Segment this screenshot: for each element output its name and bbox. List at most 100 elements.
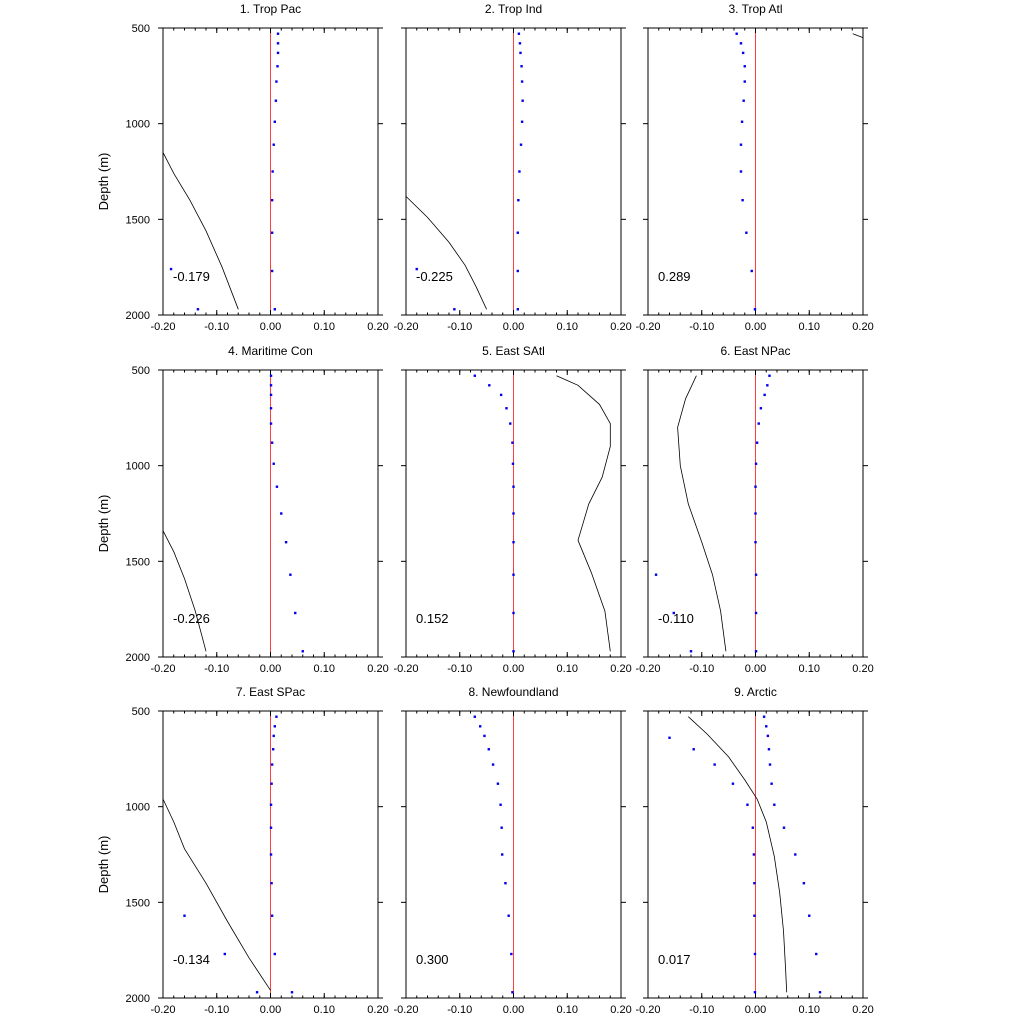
data-point (517, 32, 521, 35)
x-tick-label: -0.20 (635, 663, 660, 675)
data-point (753, 882, 756, 885)
data-point (504, 882, 507, 885)
data-point (269, 384, 273, 387)
correlation-label: 0.152 (416, 611, 449, 626)
profile-curve (852, 33, 864, 38)
x-tick-label: -0.10 (204, 321, 229, 333)
data-point (519, 51, 522, 55)
panel-title: 2. Trop Ind (485, 2, 542, 16)
y-tick-label: 1000 (126, 461, 150, 473)
y-tick-label: 1500 (126, 897, 150, 909)
data-point (453, 308, 456, 311)
x-tick-label: 0.10 (314, 663, 335, 675)
data-point (735, 32, 738, 35)
panel-8: 8. Newfoundland -0.20 -0.10 0.00 0.10 0.20 0.3… (393, 685, 631, 1016)
x-tick-label: 0.00 (745, 321, 766, 333)
data-point (753, 914, 756, 917)
data-point (473, 374, 476, 377)
data-point (289, 573, 292, 576)
data-point (517, 199, 520, 202)
data-point (762, 715, 766, 718)
data-point (741, 199, 744, 202)
y-tick-label: 500 (132, 23, 150, 35)
x-tick-label: -0.20 (393, 1004, 418, 1016)
data-point (512, 573, 515, 576)
data-point (767, 748, 771, 751)
data-point (753, 308, 757, 311)
data-point (488, 384, 491, 387)
data-point (713, 763, 716, 766)
data-point (272, 462, 275, 465)
data-point (276, 51, 280, 55)
x-tick-label: -0.20 (393, 663, 418, 675)
panel-title: 8. Newfoundland (468, 685, 558, 699)
data-point (739, 170, 743, 173)
data-point (270, 441, 274, 444)
x-tick-label: 0.20 (610, 1004, 631, 1016)
data-point (276, 32, 280, 35)
y-tick-label: 500 (132, 706, 150, 718)
x-tick-label: -0.10 (689, 321, 714, 333)
x-tick-label: -0.10 (447, 1004, 472, 1016)
data-point (520, 80, 524, 83)
correlation-label: 0.289 (658, 269, 691, 284)
data-point (273, 120, 276, 123)
data-point (273, 308, 276, 311)
x-tick-label: -0.20 (150, 321, 175, 333)
data-point (511, 462, 515, 465)
data-point (255, 991, 259, 994)
data-point (473, 715, 476, 718)
y-tick-label: 2000 (126, 310, 150, 322)
panel-title: 7. East SPac (236, 685, 305, 699)
data-point (755, 441, 759, 444)
data-point (818, 991, 822, 994)
panel-9: 9. Arctic -0.20 -0.10 0.00 0.10 0.20 0.017 (635, 685, 873, 1016)
data-point (759, 407, 763, 410)
data-point (273, 725, 276, 728)
panel-title: 4. Maritime Con (228, 344, 313, 358)
data-point (521, 99, 524, 102)
data-point (271, 748, 275, 751)
panel-1: 1. Trop Pac -0.20 -0.10 0.00 0.10 0.20 500 1000… (96, 2, 389, 333)
data-point (269, 803, 273, 806)
y-tick-label: 500 (132, 365, 150, 377)
data-point (766, 734, 770, 738)
data-point (274, 99, 278, 102)
data-point (272, 734, 275, 738)
data-point (808, 914, 811, 917)
data-point (269, 853, 273, 856)
data-point (753, 991, 757, 994)
x-tick-label: 0.20 (852, 1004, 873, 1016)
data-point (520, 65, 523, 68)
data-point (499, 803, 502, 806)
data-point (763, 393, 766, 397)
data-point (689, 650, 693, 653)
x-tick-label: -0.20 (635, 321, 660, 333)
profile-curve (405, 196, 487, 310)
data-point (496, 782, 500, 785)
data-point (501, 853, 504, 856)
x-tick-label: -0.10 (204, 663, 229, 675)
y-tick-label: 2000 (126, 993, 150, 1005)
data-point (500, 826, 503, 829)
data-point (511, 441, 514, 444)
x-tick-label: 0.00 (745, 663, 766, 675)
x-tick-label: 0.10 (799, 321, 820, 333)
data-point (520, 120, 524, 123)
data-point (269, 407, 273, 410)
panel-title: 3. Trop Atl (728, 2, 782, 16)
data-point (754, 462, 758, 465)
data-point (754, 512, 757, 515)
x-tick-label: 0.10 (314, 321, 335, 333)
data-point (269, 393, 273, 397)
y-axis-label: Depth (m) (96, 153, 111, 211)
profile-curve (162, 798, 271, 991)
data-point (512, 512, 515, 515)
profile-curve (688, 716, 788, 993)
data-point (507, 914, 510, 917)
data-point (672, 611, 675, 615)
data-point (518, 170, 521, 173)
data-point (223, 952, 227, 956)
x-tick-label: 0.10 (799, 1004, 820, 1016)
